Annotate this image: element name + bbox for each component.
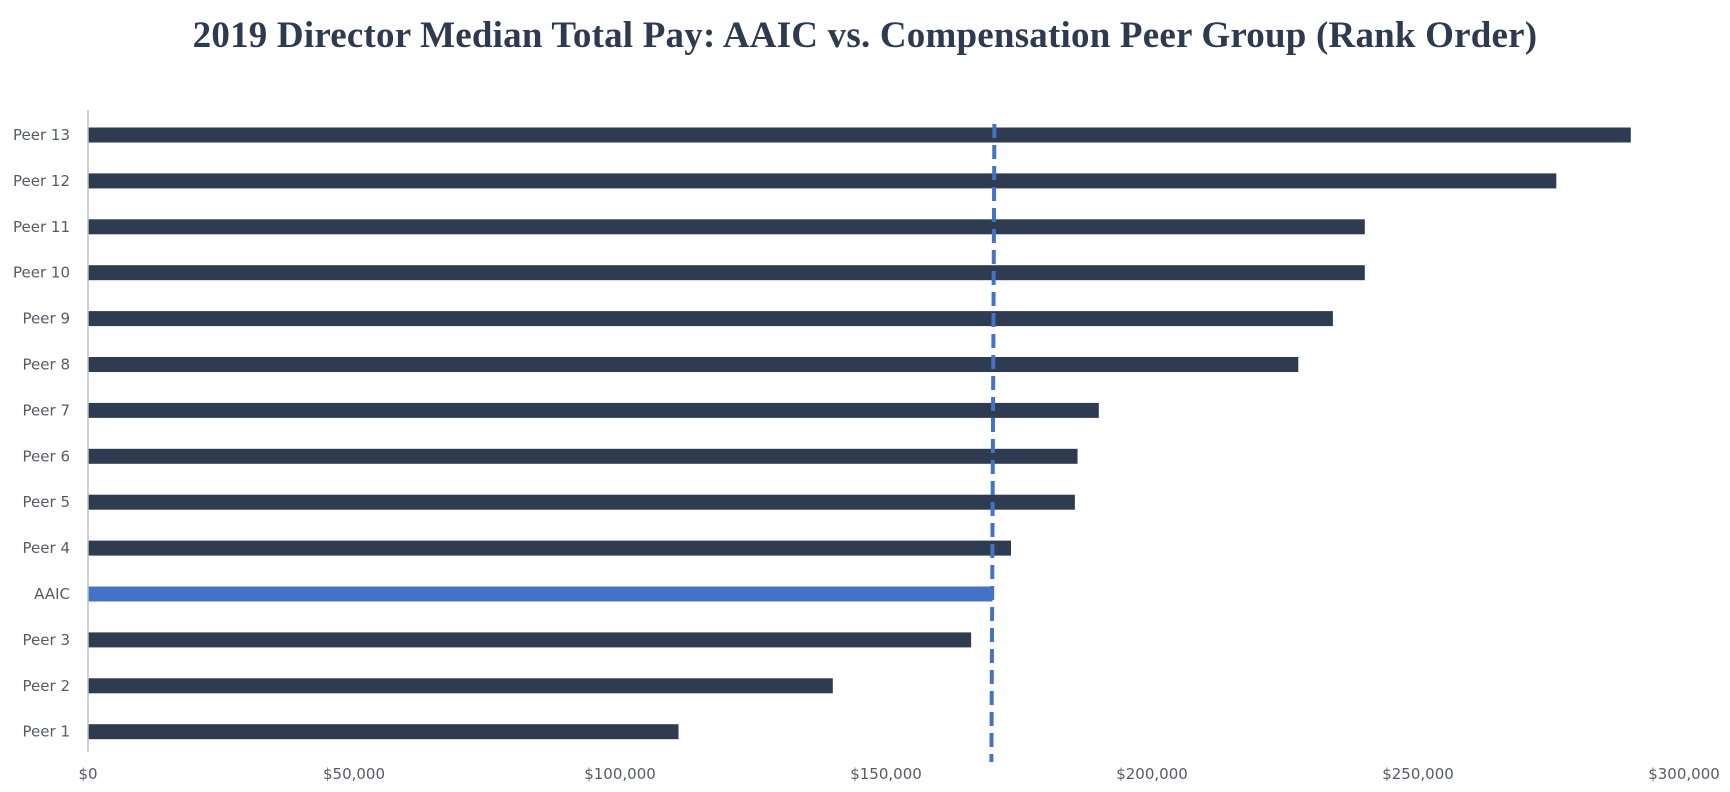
category-label-peer-8: Peer 8 (23, 356, 70, 374)
bar-peer-8 (88, 357, 1299, 372)
category-label-peer-13: Peer 13 (13, 126, 70, 144)
category-label-peer-7: Peer 7 (23, 401, 70, 419)
category-label-peer-10: Peer 10 (13, 264, 70, 282)
x-tick-label: $0 (78, 765, 97, 783)
category-label-peer-12: Peer 12 (13, 172, 70, 190)
bar-peer-11 (88, 219, 1365, 235)
bar-peer-1 (88, 724, 679, 740)
bar-peer-2 (88, 678, 833, 694)
x-tick-label: $250,000 (1382, 765, 1454, 783)
bars-group (88, 127, 1631, 740)
reference-line-group (989, 123, 997, 763)
bar-peer-9 (88, 311, 1333, 327)
category-label-aaic: AAIC (34, 585, 70, 603)
bar-peer-5 (88, 494, 1075, 510)
bar-peer-6 (88, 448, 1078, 464)
x-tick-label: $50,000 (323, 765, 385, 783)
category-label-peer-3: Peer 3 (23, 631, 70, 649)
x-tick-label: $150,000 (850, 765, 922, 783)
category-label-peer-6: Peer 6 (23, 447, 70, 465)
category-label-peer-2: Peer 2 (23, 677, 70, 695)
bar-peer-10 (88, 265, 1365, 281)
tick-labels-group: $0 $50,000 $100,000 $150,000 $200,000 $250,00… (78, 765, 1719, 783)
bar-peer-7 (88, 402, 1099, 418)
bar-peer-13 (88, 127, 1631, 143)
reference-line (989, 123, 997, 763)
x-tick-label: $300,000 (1648, 765, 1720, 783)
x-tick-label: $200,000 (1116, 765, 1188, 783)
bar-peer-3 (88, 632, 972, 648)
category-label-peer-11: Peer 11 (13, 218, 70, 236)
bar-peer-12 (88, 173, 1557, 189)
x-tick-label: $100,000 (584, 765, 656, 783)
category-label-peer-9: Peer 9 (23, 310, 70, 328)
category-labels-group: Peer 13 Peer 12 Peer 11 Peer 10 Peer 9 Peer 8… (13, 126, 70, 741)
category-label-peer-5: Peer 5 (23, 493, 70, 511)
bar-peer-4 (88, 540, 1012, 556)
category-label-peer-4: Peer 4 (23, 539, 70, 557)
category-label-peer-1: Peer 1 (23, 723, 70, 741)
chart-title: 2019 Director Median Total Pay: AAIC vs.… (192, 15, 1538, 56)
bar-aaic (88, 586, 993, 602)
